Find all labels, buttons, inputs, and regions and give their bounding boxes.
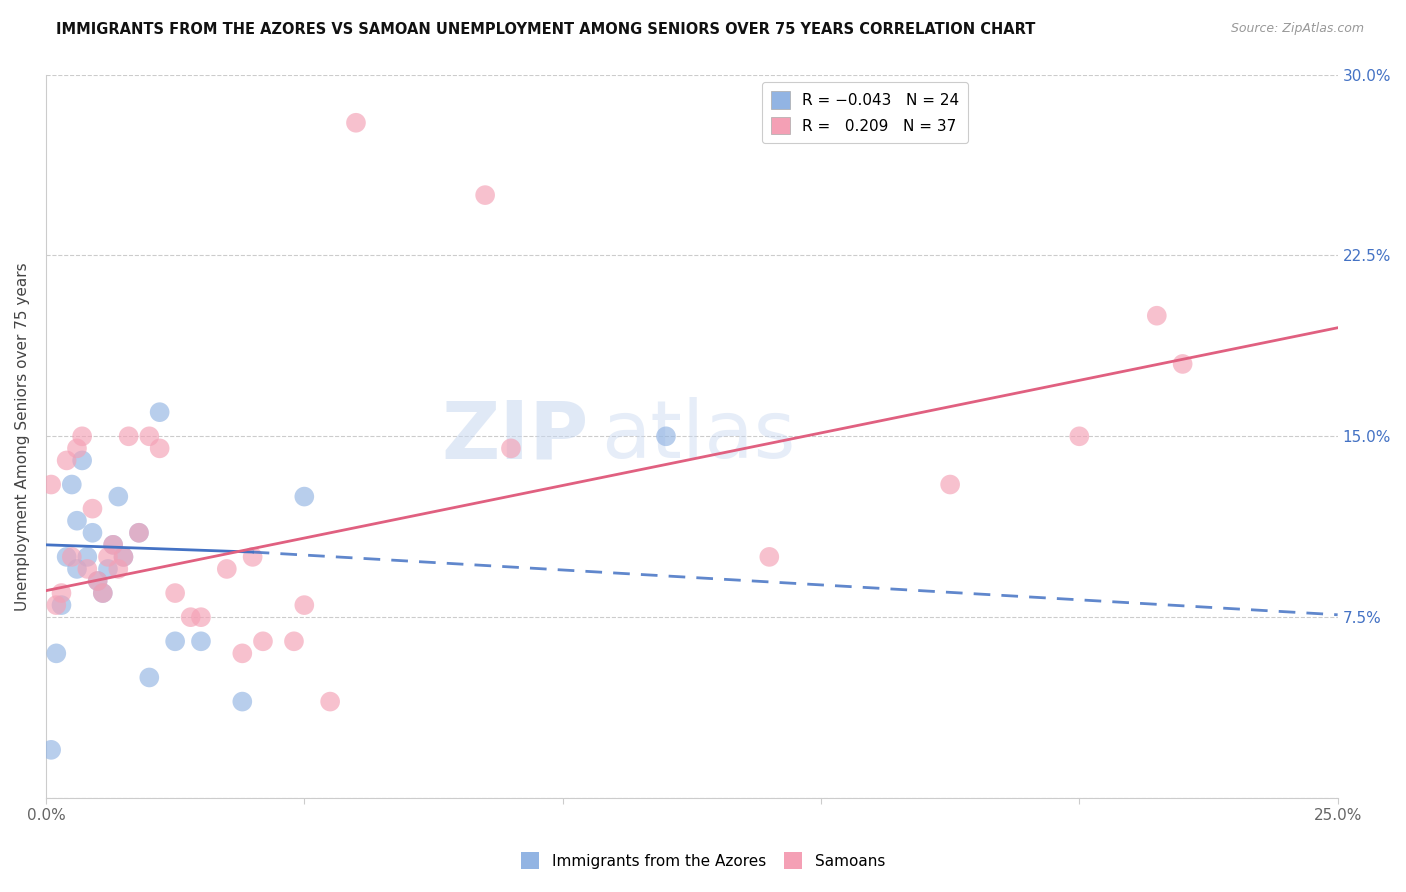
Point [190, 610, 212, 624]
Point [70, 429, 93, 443]
Point [39, 477, 62, 491]
Point [231, 646, 253, 660]
Point [474, 188, 496, 202]
Point [117, 429, 139, 443]
Point [86, 574, 108, 588]
Text: IMMIGRANTS FROM THE AZORES VS SAMOAN UNEMPLOYMENT AMONG SENIORS OVER 75 YEARS CO: IMMIGRANTS FROM THE AZORES VS SAMOAN UNE… [56, 22, 1036, 37]
Point [758, 549, 780, 564]
Point [128, 525, 150, 540]
Point [97, 562, 120, 576]
Point [283, 634, 305, 648]
Point [165, 634, 187, 648]
Point [128, 525, 150, 540]
Point [55, 549, 77, 564]
Point [107, 562, 129, 576]
Point [66, 562, 89, 576]
Point [82, 501, 104, 516]
Point [51, 586, 73, 600]
Point [149, 405, 172, 419]
Point [112, 549, 135, 564]
Point [82, 525, 104, 540]
Text: atlas: atlas [602, 397, 796, 475]
Point [66, 514, 89, 528]
Point [101, 538, 124, 552]
Y-axis label: Unemployment Among Seniors over 75 years: Unemployment Among Seniors over 75 years [15, 262, 30, 611]
Point [60, 477, 83, 491]
Point [292, 598, 315, 612]
Point [939, 477, 962, 491]
Point [1146, 309, 1168, 323]
Point [499, 442, 522, 456]
Point [91, 586, 114, 600]
Point [45, 646, 67, 660]
Point [215, 562, 238, 576]
Point [252, 634, 274, 648]
Point [1171, 357, 1194, 371]
Point [242, 549, 264, 564]
Point [190, 634, 212, 648]
Point [76, 562, 98, 576]
Point [39, 743, 62, 757]
Point [55, 453, 77, 467]
Point [231, 695, 253, 709]
Point [86, 574, 108, 588]
Text: Source: ZipAtlas.com: Source: ZipAtlas.com [1230, 22, 1364, 36]
Point [101, 538, 124, 552]
Point [165, 586, 187, 600]
Legend: Immigrants from the Azores, Samoans: Immigrants from the Azores, Samoans [515, 846, 891, 875]
Point [180, 610, 202, 624]
Point [138, 670, 160, 684]
Point [45, 598, 67, 612]
Point [292, 490, 315, 504]
Point [91, 586, 114, 600]
Point [97, 549, 120, 564]
Point [66, 442, 89, 456]
Point [655, 429, 678, 443]
Point [51, 598, 73, 612]
Point [107, 490, 129, 504]
Point [319, 695, 342, 709]
Point [60, 549, 83, 564]
Point [70, 453, 93, 467]
Point [1069, 429, 1091, 443]
Point [76, 549, 98, 564]
Point [344, 116, 367, 130]
Text: ZIP: ZIP [441, 397, 589, 475]
Point [112, 549, 135, 564]
Point [149, 442, 172, 456]
Legend: R = −0.043   N = 24, R =   0.209   N = 37: R = −0.043 N = 24, R = 0.209 N = 37 [762, 82, 969, 144]
Point [138, 429, 160, 443]
